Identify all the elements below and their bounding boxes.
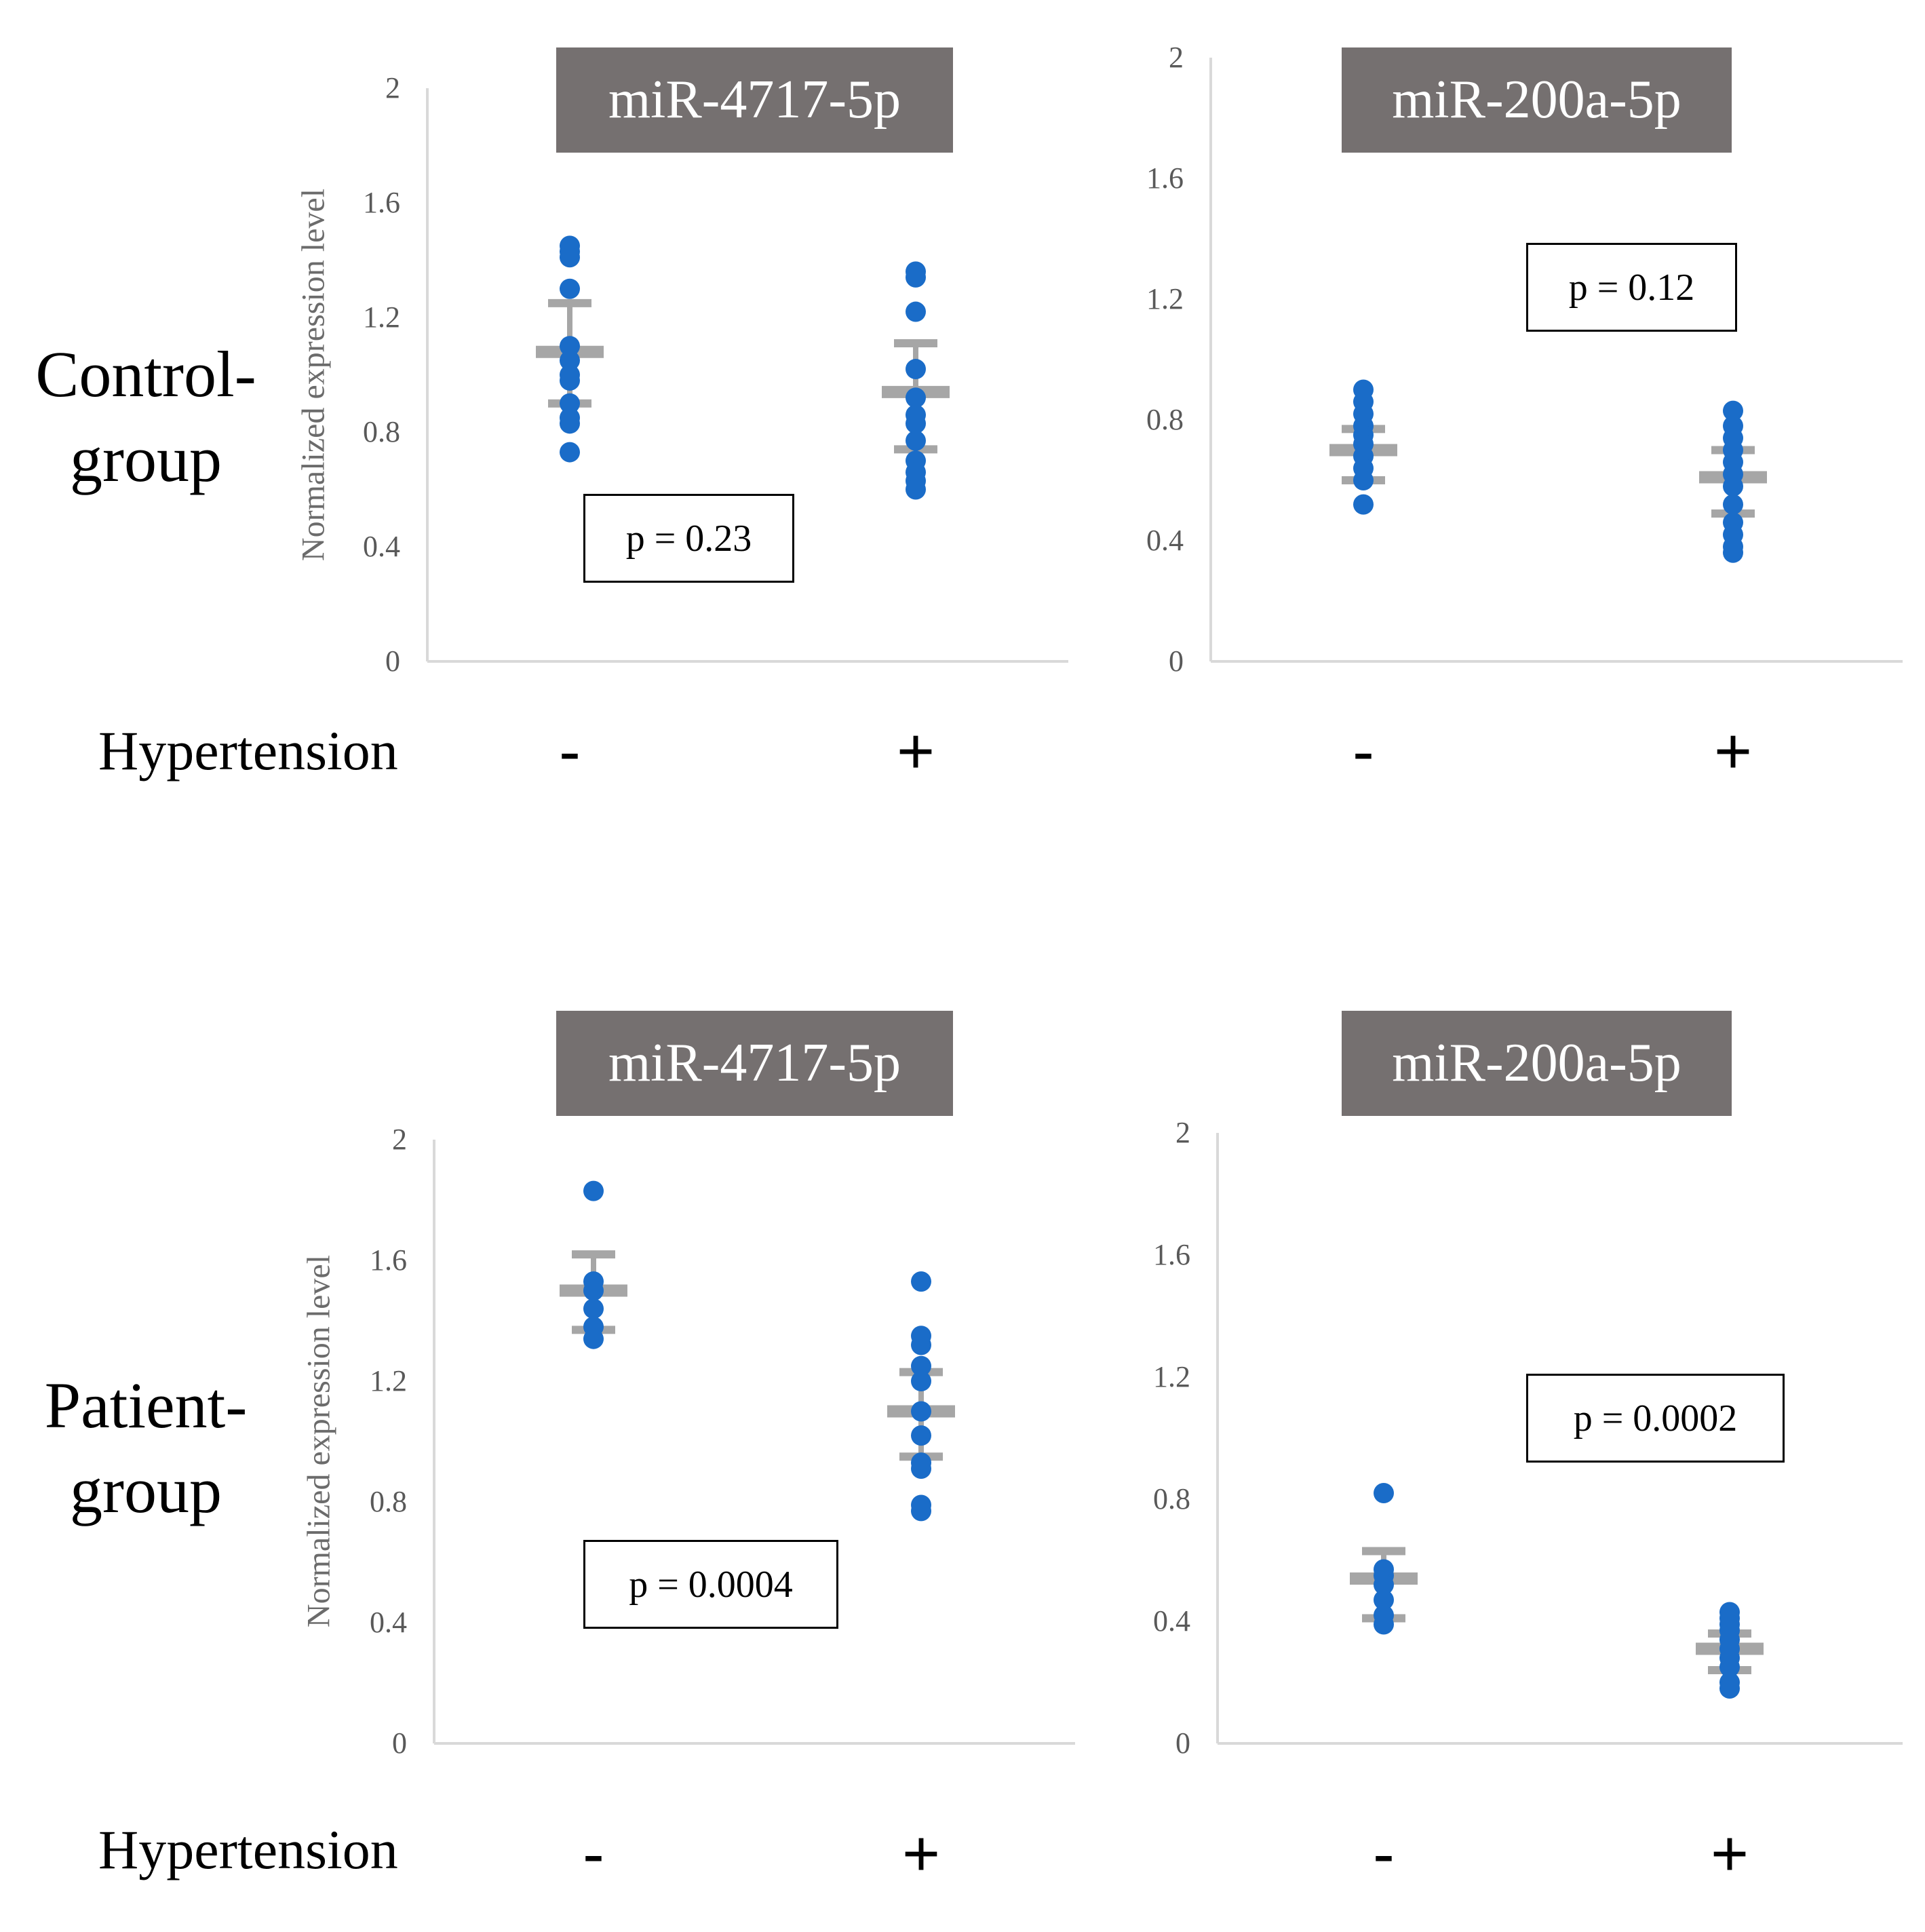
category-label: - — [1353, 715, 1374, 788]
row-label-control-line2: group — [70, 422, 222, 495]
data-point — [906, 301, 926, 322]
data-point — [560, 413, 580, 434]
y-tick-label: 0.4 — [1153, 1604, 1190, 1638]
data-point — [583, 1298, 604, 1319]
y-tick-label: 1.2 — [363, 301, 400, 334]
y-tick-label: 0 — [1175, 1726, 1190, 1760]
data-point — [906, 479, 926, 500]
data-point — [1374, 1589, 1394, 1610]
y-tick-label: 0.8 — [370, 1485, 407, 1518]
data-point — [911, 1334, 931, 1355]
y-tick-label: 1.2 — [1153, 1360, 1190, 1393]
y-tick-label: 0.8 — [363, 415, 400, 448]
chart-title: miR-200a-5p — [1342, 47, 1732, 153]
data-point — [1374, 1574, 1394, 1595]
row-label-control-line1: Control- — [35, 338, 256, 410]
y-tick-label: 1.6 — [1153, 1238, 1190, 1271]
y-tick-label: 0.8 — [1146, 403, 1184, 436]
row-label-control: Control- group — [20, 332, 271, 502]
data-point — [560, 442, 580, 463]
p-value-box: p = 0.23 — [583, 494, 794, 583]
category-label: + — [897, 715, 935, 788]
data-point — [1353, 470, 1374, 490]
row-label-patient-line2: group — [70, 1453, 222, 1526]
y-tick-label: 0.8 — [1153, 1482, 1190, 1515]
data-point — [560, 370, 580, 391]
data-point — [560, 350, 580, 371]
p-value-box: p = 0.0002 — [1526, 1374, 1785, 1463]
y-tick-label: 1.6 — [363, 186, 400, 219]
data-point — [583, 1280, 604, 1301]
y-tick-label: 1.6 — [370, 1243, 407, 1277]
data-point — [906, 359, 926, 380]
y-tick-label: 2 — [392, 1123, 407, 1156]
data-point — [911, 1371, 931, 1391]
category-label: - — [559, 715, 581, 788]
category-label: + — [902, 1817, 940, 1890]
hypertension-label-bottom: Hypertension — [98, 1819, 398, 1880]
y-tick-label: 0.4 — [363, 530, 400, 563]
y-tick-label: 1.6 — [1146, 161, 1184, 195]
data-point — [560, 393, 580, 414]
p-value-box: p = 0.12 — [1526, 243, 1737, 332]
data-point — [1353, 494, 1374, 515]
y-tick-label: 2 — [1175, 1116, 1190, 1149]
data-point — [1723, 542, 1743, 563]
y-tick-label: 0.4 — [1146, 524, 1184, 557]
chart-title: miR-200a-5p — [1342, 1011, 1732, 1116]
data-point — [560, 278, 580, 299]
data-point — [560, 247, 580, 268]
data-point — [583, 1328, 604, 1349]
data-point — [911, 1401, 931, 1422]
data-point — [1723, 400, 1743, 421]
hypertension-label-top: Hypertension — [98, 720, 398, 781]
chart-title: miR-4717-5p — [556, 47, 953, 153]
data-point — [906, 267, 926, 288]
row-label-patient: Patient- group — [20, 1364, 271, 1533]
category-label: - — [1373, 1817, 1395, 1890]
data-point — [1719, 1657, 1740, 1678]
chart-title: miR-4717-5p — [556, 1011, 953, 1116]
data-point — [1374, 1614, 1394, 1635]
y-tick-label: 2 — [385, 71, 400, 104]
data-point — [906, 413, 926, 434]
category-label: - — [583, 1817, 604, 1890]
data-point — [583, 1180, 604, 1201]
data-point — [560, 336, 580, 357]
data-point — [1374, 1483, 1394, 1503]
y-tick-label: 2 — [1169, 41, 1184, 74]
category-label: + — [1714, 715, 1752, 788]
data-point — [911, 1425, 931, 1446]
data-point — [906, 387, 926, 408]
y-tick-label: 1.2 — [370, 1364, 407, 1397]
data-point — [911, 1501, 931, 1522]
y-tick-label: 0 — [1169, 644, 1184, 678]
p-value-box: p = 0.0004 — [583, 1540, 838, 1629]
category-label: + — [1711, 1817, 1749, 1890]
y-tick-label: 0 — [392, 1726, 407, 1760]
data-point — [1719, 1678, 1740, 1699]
data-point — [906, 430, 926, 451]
y-tick-label: 0.4 — [370, 1606, 407, 1639]
y-tick-label: 1.2 — [1146, 282, 1184, 315]
data-point — [911, 1355, 931, 1376]
data-point — [911, 1458, 931, 1480]
data-point — [1723, 476, 1743, 497]
data-point — [1723, 494, 1743, 515]
data-point — [911, 1271, 931, 1292]
row-label-patient-line1: Patient- — [44, 1369, 248, 1442]
y-tick-label: 0 — [385, 644, 400, 678]
